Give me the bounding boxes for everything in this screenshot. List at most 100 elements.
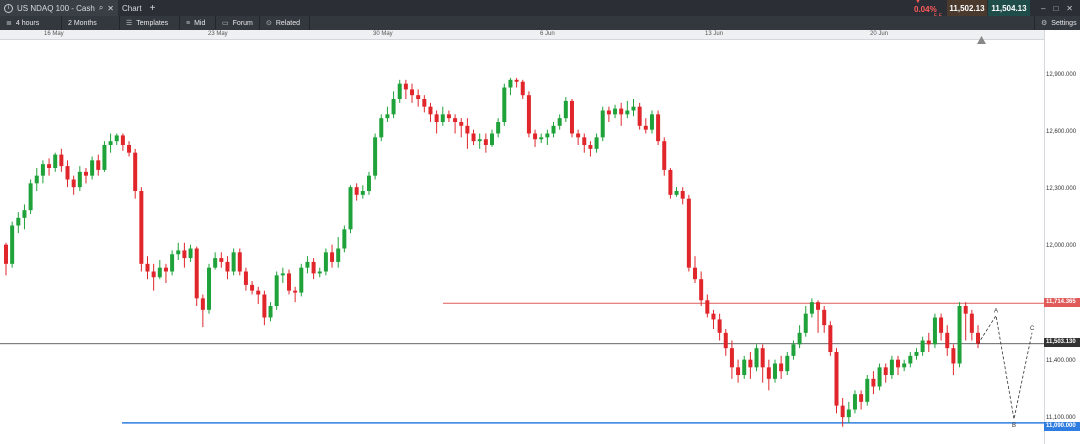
candle-body (238, 252, 242, 271)
candle-body (822, 310, 826, 325)
candle-body (847, 410, 851, 418)
candle-body (318, 272, 322, 274)
candle-body (361, 191, 365, 195)
candle-body (730, 348, 734, 367)
candle-body (66, 166, 70, 179)
candle-body (121, 135, 125, 145)
price-type-button[interactable]: ≡ Mid (180, 16, 216, 30)
minimize-icon[interactable]: – (1041, 4, 1045, 13)
candle-body (207, 268, 211, 310)
forum-icon: ▭ (222, 19, 229, 27)
candle-body (656, 114, 660, 141)
candle-body (588, 145, 592, 149)
candle-body (336, 249, 340, 262)
forecast-wave-line (978, 316, 1032, 420)
candle-body (939, 318, 943, 333)
candle-body (109, 141, 113, 145)
candle-body (305, 262, 309, 268)
range-selector[interactable]: 2 Months (62, 16, 120, 30)
candle-body (871, 379, 875, 387)
candle-body (435, 114, 439, 122)
tab-instrument-label: US NDAQ 100 - Cash (17, 4, 95, 13)
close-window-icon[interactable]: ✕ (1066, 4, 1073, 13)
search-icon[interactable]: ⌕ (99, 3, 103, 13)
candle-body (927, 341, 931, 345)
candle-body (78, 172, 82, 187)
candle-body (287, 273, 291, 290)
candle-body (908, 356, 912, 364)
current-price-tag: 11,503.130 (1044, 338, 1080, 347)
candle-body (428, 107, 432, 115)
candle-body (958, 306, 962, 364)
candle-body (816, 302, 820, 310)
candle-body (330, 252, 334, 262)
candle-body (478, 139, 482, 141)
candle-body (902, 364, 906, 368)
candle-body (324, 252, 328, 271)
add-tab-icon[interactable]: + (150, 3, 156, 14)
candlestick-chart[interactable]: A B C (0, 40, 1044, 444)
candle-body (453, 118, 457, 122)
candle-body (59, 155, 63, 167)
candle-body (90, 160, 94, 175)
tab-instrument[interactable]: i US NDAQ 100 - Cash ⌕ ✕ (0, 0, 118, 16)
close-icon[interactable]: ✕ (107, 4, 114, 13)
candle-body (219, 258, 223, 262)
candle-body (693, 268, 697, 280)
candle-body (176, 250, 180, 254)
templates-button[interactable]: ☰ Templates (120, 16, 180, 30)
candle-body (472, 134, 476, 142)
candle-body (170, 254, 174, 271)
candle-body (189, 249, 193, 259)
range-label: 2 Months (68, 20, 97, 27)
candle-body (244, 272, 248, 285)
candle-body (724, 333, 728, 348)
y-tick-label: 12,300.000 (1046, 186, 1076, 192)
candle-body (625, 111, 629, 115)
candle-body (533, 134, 537, 140)
candle-body (878, 367, 882, 386)
change-box: ▼ 0.04% -5.5 (910, 0, 946, 16)
wave-label: A (994, 309, 998, 315)
settings-button[interactable]: ⚙ Settings (1034, 16, 1080, 30)
candle-body (404, 84, 408, 90)
maximize-icon[interactable]: □ (1053, 4, 1058, 13)
candle-body (16, 218, 20, 226)
candle-body (748, 360, 752, 368)
candle-body (508, 80, 512, 88)
price-axis[interactable] (1044, 30, 1080, 444)
sell-price: 11,502.13 (949, 4, 984, 13)
candle-body (293, 291, 297, 293)
candle-body (527, 95, 531, 133)
candle-body (22, 210, 26, 218)
candle-body (890, 360, 894, 375)
candle-body (41, 164, 45, 176)
date-label: 30 May (373, 31, 393, 37)
forum-button[interactable]: ▭ Forum (216, 16, 260, 30)
candle-body (539, 137, 543, 139)
candle-body (828, 325, 832, 352)
candle-body (607, 111, 611, 115)
candle-body (515, 80, 519, 82)
candle-body (4, 245, 8, 264)
candle-body (182, 250, 186, 258)
candle-body (564, 101, 568, 118)
related-button[interactable]: ⊙ Related (260, 16, 310, 30)
candle-body (798, 333, 802, 345)
support-price-tag: 11,090.000 (1044, 422, 1080, 431)
candle-body (385, 114, 389, 118)
candle-body (152, 272, 156, 278)
candle-body (115, 135, 119, 141)
date-label: 20 Jun (870, 31, 888, 37)
interval-selector[interactable]: ≣ 4 hours (0, 16, 62, 30)
candle-body (970, 314, 974, 333)
date-label: 16 May (44, 31, 64, 37)
sell-price-button[interactable]: 11,502.13 (947, 0, 987, 16)
candle-body (84, 172, 88, 176)
y-tick-label: 12,000.000 (1046, 243, 1076, 249)
title-bar: i US NDAQ 100 - Cash ⌕ ✕ Chart + ▼ 0.04%… (0, 0, 1080, 16)
buy-price-button[interactable]: 11,504.13 (988, 0, 1030, 16)
candle-body (650, 114, 654, 129)
tab-chart[interactable]: Chart + (118, 0, 159, 16)
candle-body (96, 160, 100, 170)
